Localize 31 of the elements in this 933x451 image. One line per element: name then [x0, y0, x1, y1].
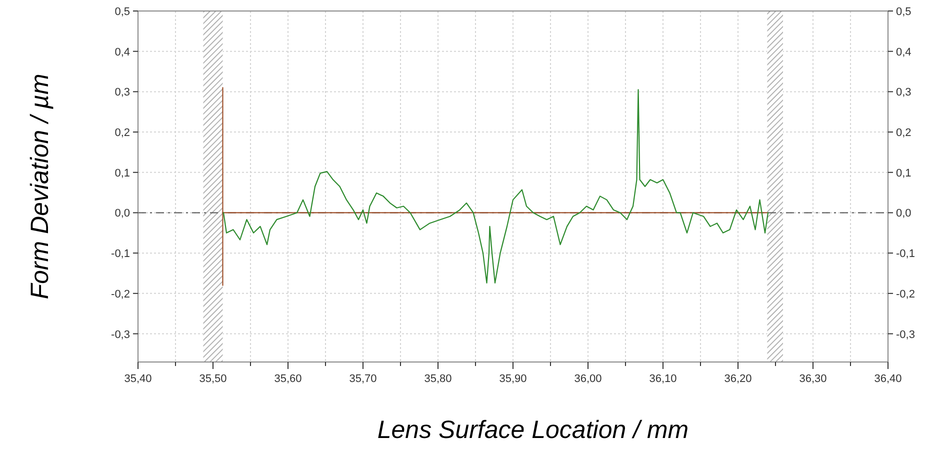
y-tick-label: -0,1	[111, 248, 130, 260]
x-tick-label: 36,40	[874, 373, 902, 385]
y-tick-label: -0,2	[111, 288, 130, 300]
x-tick-label: 36,10	[649, 373, 677, 385]
y-tick-label: 0,2	[114, 127, 130, 140]
x-axis-title: Lens Surface Location / mm	[377, 416, 689, 444]
y-tick-label: 0,1	[114, 167, 130, 180]
x-tick-label: 35,40	[124, 373, 152, 385]
y2-tick-label: -0,2	[896, 288, 915, 300]
x-tick-label: 35,60	[274, 373, 302, 385]
x-tick-label: 35,80	[424, 373, 452, 385]
x-tick-label: 36,30	[799, 373, 827, 385]
x-tick-label: 36,00	[574, 373, 602, 385]
y-tick-label: -0,3	[111, 328, 130, 341]
x-tick-label: 36,20	[724, 373, 752, 385]
y-tick-label: 0,4	[114, 46, 130, 58]
y-axis-title: Form Deviation / µm	[26, 74, 54, 300]
y2-tick-label: 0,5	[896, 6, 912, 18]
y2-tick-label: 0,3	[896, 86, 912, 99]
x-tick-label: 35,90	[499, 373, 527, 385]
y-tick-label: 0,5	[114, 6, 130, 18]
y-tick-label: 0,0	[114, 208, 130, 220]
x-tick-label: 35,50	[199, 373, 227, 385]
y2-tick-label: -0,3	[896, 328, 915, 341]
y2-tick-label: 0,2	[896, 127, 912, 140]
y2-tick-label: -0,1	[896, 248, 915, 260]
y2-tick-label: 0,1	[896, 167, 912, 180]
x-tick-label: 35,70	[349, 373, 377, 385]
y-tick-label: 0,3	[114, 86, 130, 99]
y2-tick-label: 0,4	[896, 46, 912, 58]
y2-tick-label: 0,0	[896, 208, 912, 220]
